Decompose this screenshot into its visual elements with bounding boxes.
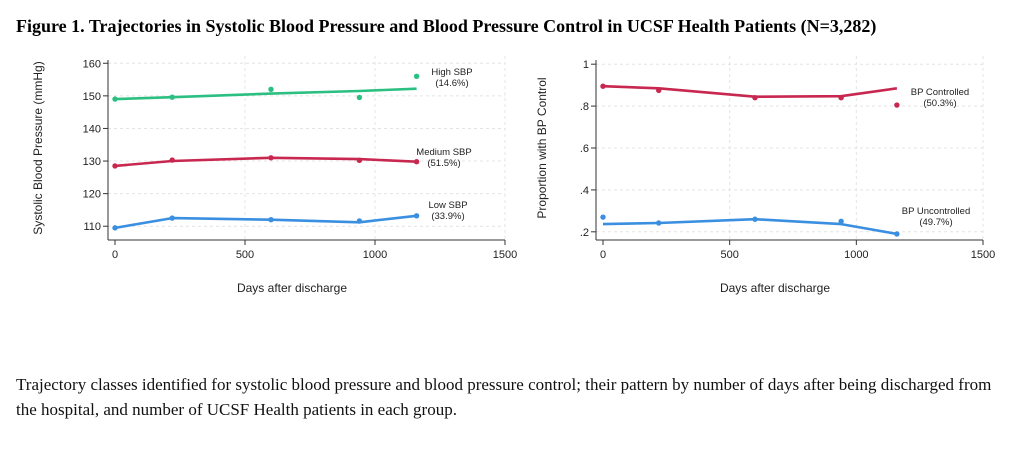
high-sbp-label: High SBP (431, 67, 472, 78)
bp-uncontrolled-fitted-line (602, 217, 898, 236)
y-tick-label: 110 (83, 221, 101, 233)
x-tick-label: 1500 (971, 249, 995, 261)
y-tick-label: .8 (580, 101, 589, 113)
x-tick-label: 0 (600, 249, 606, 261)
x-axis-label: Days after discharge (237, 281, 347, 295)
sbp-trajectory-chart: 110 120 130 140 150 160 0 500 1000 1500 Days after… (30, 48, 520, 298)
y-tick-label: 150 (83, 91, 101, 103)
medium-sbp-point (413, 158, 420, 165)
high-sbp-point (413, 73, 420, 79)
high-sbp-point (169, 94, 175, 100)
low-sbp-point (356, 218, 363, 224)
low-sbp-point (268, 217, 274, 223)
high-sbp-point (112, 96, 118, 102)
bp-uncontrolled-point (752, 216, 758, 222)
high-sbp-fitted-line (114, 87, 417, 101)
bp-uncontrolled-point (894, 231, 900, 237)
high-sbp-point (268, 86, 274, 93)
bp-uncontrolled-point (838, 218, 844, 225)
sbp-chart-svg: 110 120 130 140 150 160 0 500 1000 1500 Days after… (31, 56, 517, 295)
y-tick-label: 1 (583, 59, 589, 71)
figure-caption: Trajectory classes identified for systol… (16, 375, 992, 419)
bp-controlled-point (894, 102, 900, 108)
x-axis-label: Days after discharge (720, 281, 830, 295)
x-tick-label: 1000 (844, 249, 868, 261)
bp-uncontrolled-percent-label: (49.7%) (919, 217, 952, 228)
bp-controlled-point (838, 95, 844, 101)
low-sbp-point (169, 215, 175, 221)
low-sbp-label: Low SBP (428, 200, 467, 211)
bp-uncontrolled-point (656, 220, 662, 226)
bp-controlled-fitted-line (602, 84, 898, 98)
high-sbp-percent-label: (14.6%) (435, 78, 468, 89)
bp-uncontrolled-point (600, 214, 606, 220)
figure-title: Figure 1. Trajectories in Systolic Blood… (16, 16, 877, 36)
y-tick-label: 160 (83, 58, 101, 70)
high-sbp-point (356, 94, 363, 101)
medium-sbp-point (169, 157, 175, 163)
medium-sbp-point (356, 157, 363, 164)
medium-sbp-percent-label: (51.5%) (427, 158, 460, 169)
bp-control-chart-svg: .2 .4 .6 .8 1 0 500 1000 1500 Days after discharg… (535, 56, 995, 295)
y-tick-label: .2 (580, 227, 589, 239)
bp-controlled-label: BP Controlled (911, 87, 969, 98)
y-tick-label: .4 (580, 185, 589, 197)
bp-controlled-point (656, 87, 662, 94)
x-tick-label: 1500 (493, 249, 517, 261)
y-axis-label: Systolic Blood Pressure (mmHg) (31, 61, 45, 234)
y-tick-label: 140 (83, 123, 101, 135)
bp-control-chart: .2 .4 .6 .8 1 0 500 1000 1500 Days after discharg… (532, 48, 1002, 298)
x-tick-label: 500 (720, 249, 738, 261)
y-tick-label: .6 (580, 143, 589, 155)
x-tick-label: 1000 (363, 249, 387, 261)
bp-controlled-point (752, 95, 758, 101)
low-sbp-percent-label: (33.9%) (431, 211, 464, 222)
medium-sbp-point (268, 155, 274, 161)
medium-sbp-fitted-line (114, 156, 417, 168)
low-sbp-point (112, 225, 118, 231)
x-tick-label: 500 (236, 249, 254, 261)
bp-controlled-point (600, 83, 606, 89)
y-axis-label: Proportion with BP Control (535, 77, 549, 218)
medium-sbp-label: Medium SBP (416, 147, 471, 158)
medium-sbp-point (112, 163, 118, 169)
y-tick-label: 130 (83, 156, 101, 168)
x-tick-label: 0 (112, 249, 118, 261)
low-sbp-point (413, 213, 420, 219)
y-tick-label: 120 (83, 189, 101, 201)
bp-controlled-percent-label: (50.3%) (923, 98, 956, 109)
bp-uncontrolled-label: BP Uncontrolled (902, 206, 970, 217)
